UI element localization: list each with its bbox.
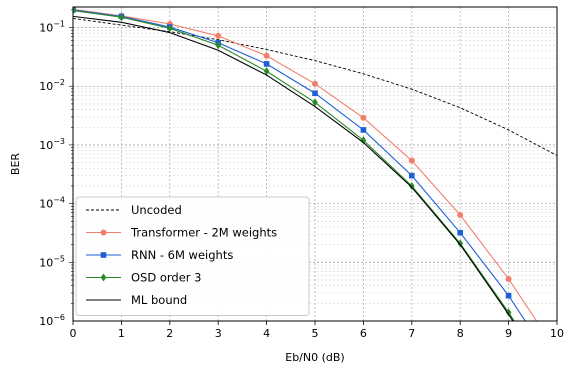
legend-box bbox=[75, 196, 310, 316]
data-point bbox=[409, 172, 415, 179]
y-tick-label: 10−4 bbox=[39, 196, 65, 211]
x-tick-label: 9 bbox=[505, 327, 512, 340]
ticks: 0 1 2 3 4 5 6 7 8 9 10 10−1 10−2 10−3 10−4 10−5 10−6 bbox=[39, 9, 564, 340]
data-point bbox=[118, 13, 125, 22]
data-point bbox=[457, 211, 464, 218]
legend-label: Transformer - 2M weights bbox=[130, 226, 277, 240]
series-line bbox=[73, 15, 514, 321]
y-tick-label: 10−1 bbox=[39, 20, 65, 35]
data-point bbox=[457, 239, 463, 248]
legend-label: ML bound bbox=[131, 293, 187, 307]
x-tick-label: 7 bbox=[408, 327, 415, 340]
data-point bbox=[360, 136, 367, 145]
data-point bbox=[167, 24, 173, 33]
data-point bbox=[457, 229, 463, 236]
data-point bbox=[263, 67, 270, 76]
x-tick-label: 0 bbox=[70, 327, 77, 340]
data-point bbox=[215, 41, 221, 50]
legend-marker bbox=[100, 229, 107, 236]
x-tick-label: 3 bbox=[215, 327, 222, 340]
x-axis-title: Eb/N0 (dB) bbox=[285, 351, 344, 364]
series-ml-bound bbox=[73, 15, 514, 321]
data-point bbox=[505, 292, 512, 299]
series-layer bbox=[73, 7, 560, 373]
data-point bbox=[312, 90, 318, 97]
legend-marker bbox=[100, 273, 107, 282]
legend-label: RNN - 6M weights bbox=[131, 248, 233, 262]
data-point bbox=[312, 80, 318, 87]
data-point bbox=[263, 52, 270, 59]
legend-label: Uncoded bbox=[131, 203, 182, 217]
x-tick-label: 1 bbox=[118, 327, 125, 340]
x-tick-label: 10 bbox=[550, 327, 564, 340]
x-tick-label: 8 bbox=[457, 327, 464, 340]
series-rnn-6m-weights bbox=[73, 7, 560, 373]
y-tick-label: 10−2 bbox=[39, 78, 65, 93]
data-point bbox=[409, 181, 415, 190]
data-point bbox=[73, 7, 76, 15]
data-point bbox=[360, 127, 367, 133]
data-point bbox=[408, 157, 415, 164]
legend-label: OSD order 3 bbox=[131, 271, 202, 285]
x-tick-label: 5 bbox=[312, 327, 319, 340]
y-axis-title: BER bbox=[9, 153, 22, 175]
y-tick-label: 10−5 bbox=[39, 254, 65, 269]
x-tick-label: 2 bbox=[166, 327, 173, 340]
y-tick-label: 10−3 bbox=[39, 137, 65, 152]
data-point bbox=[360, 114, 367, 121]
data-point bbox=[312, 98, 318, 107]
data-point bbox=[215, 32, 222, 39]
y-tick-label: 10−6 bbox=[39, 313, 65, 328]
data-point bbox=[505, 308, 512, 317]
legend-marker bbox=[100, 252, 107, 258]
legend: Uncoded Transformer - 2M weights RNN - 6M … bbox=[75, 196, 310, 316]
x-tick-label: 6 bbox=[360, 327, 367, 340]
series-osd-order-3 bbox=[73, 7, 515, 321]
data-point bbox=[554, 349, 560, 355]
x-tick-label: 4 bbox=[263, 327, 270, 340]
data-point bbox=[263, 61, 270, 67]
series-uncoded bbox=[73, 17, 557, 156]
data-point bbox=[505, 275, 512, 282]
data-point bbox=[554, 367, 560, 373]
series-line bbox=[73, 17, 557, 156]
